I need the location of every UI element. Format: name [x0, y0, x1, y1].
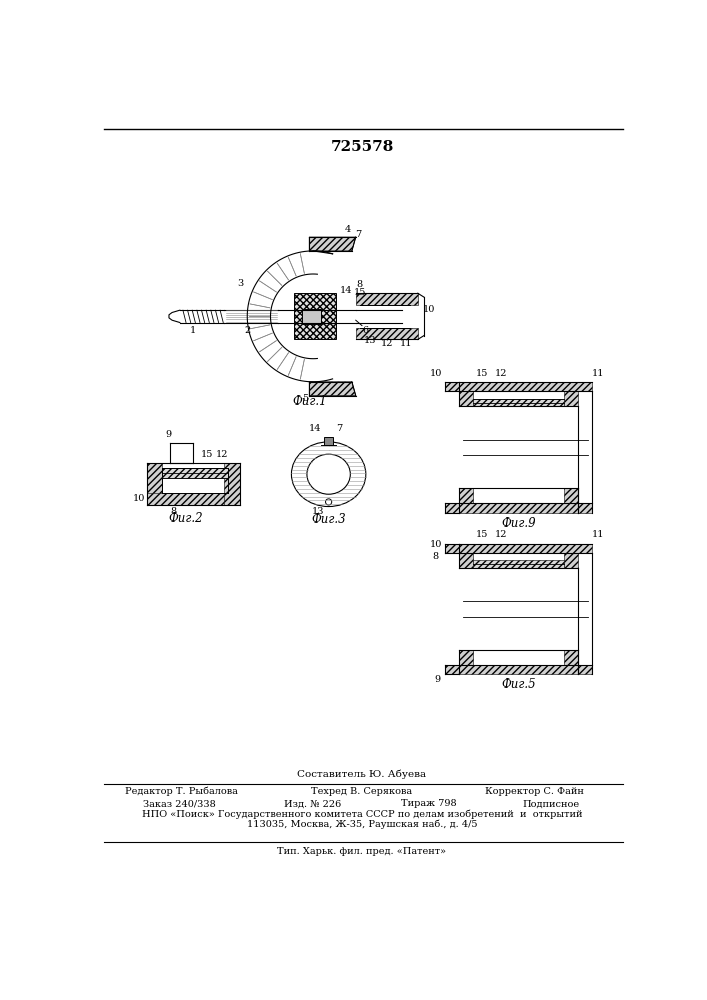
Bar [564, 650, 578, 665]
Text: 12: 12 [495, 369, 508, 378]
Text: 10: 10 [429, 369, 442, 378]
Text: 11: 11 [592, 530, 604, 539]
Bar [162, 468, 228, 478]
Bar [356, 293, 418, 305]
Bar [473, 560, 564, 568]
Circle shape [325, 499, 332, 505]
Text: Фиг.5: Фиг.5 [501, 678, 536, 691]
Text: 4: 4 [345, 225, 351, 234]
Ellipse shape [291, 442, 366, 507]
Text: Корректор С. Файн: Корректор С. Файн [484, 787, 583, 796]
Text: 13: 13 [312, 507, 324, 516]
Text: 6: 6 [362, 326, 368, 335]
Text: Фиг.1: Фиг.1 [292, 395, 327, 408]
Bar [445, 665, 592, 674]
Bar [459, 553, 473, 568]
Text: 8: 8 [433, 552, 438, 561]
Text: 11: 11 [592, 369, 604, 378]
Text: 8: 8 [170, 507, 177, 516]
Text: 3: 3 [237, 279, 243, 288]
Text: 12: 12 [216, 450, 228, 459]
Text: 8: 8 [356, 280, 363, 289]
Bar [146, 493, 240, 505]
Text: 725578: 725578 [330, 140, 394, 154]
Text: Фиг.3: Фиг.3 [311, 513, 346, 526]
Text: Редактор Т. Рыбалова: Редактор Т. Рыбалова [125, 787, 238, 796]
Text: 11: 11 [400, 339, 412, 348]
Text: 10: 10 [423, 306, 436, 314]
Text: Заказ 240/338: Заказ 240/338 [143, 799, 216, 808]
Text: 12: 12 [495, 530, 508, 539]
Text: 14: 14 [308, 424, 321, 433]
Ellipse shape [307, 454, 351, 494]
Text: 14: 14 [340, 286, 353, 295]
Text: 13: 13 [363, 336, 376, 345]
Text: 113035, Москва, Ж-35, Раушская наб., д. 4/5: 113035, Москва, Ж-35, Раушская наб., д. … [247, 820, 477, 829]
Text: 9: 9 [165, 430, 171, 439]
Bar [445, 503, 592, 513]
Bar [445, 382, 592, 391]
Bar [146, 463, 162, 505]
Text: НПО «Поиск» Государственного комитета СССР по делам изобретений  и  открытий: НПО «Поиск» Государственного комитета СС… [141, 810, 582, 819]
Text: Тип. Харьк. фил. пред. «Патент»: Тип. Харьк. фил. пред. «Патент» [277, 847, 446, 856]
Text: 9: 9 [434, 675, 440, 684]
Polygon shape [309, 237, 356, 251]
Text: 7: 7 [337, 424, 343, 433]
Text: 15: 15 [476, 530, 489, 539]
Text: Составитель Ю. Абуева: Составитель Ю. Абуева [298, 770, 426, 779]
Text: 7: 7 [355, 230, 361, 239]
Text: 12: 12 [380, 339, 393, 348]
Bar [564, 553, 578, 568]
Text: 15: 15 [201, 450, 213, 459]
Bar [473, 399, 564, 406]
Polygon shape [309, 382, 356, 396]
Bar [564, 488, 578, 503]
Text: Техред В. Серякова: Техред В. Серякова [311, 787, 412, 796]
Bar [445, 544, 592, 553]
Bar [224, 463, 240, 505]
Text: Тираж 798: Тираж 798 [401, 799, 456, 808]
Bar [459, 650, 473, 665]
Text: 2: 2 [244, 326, 250, 335]
Text: 15: 15 [476, 369, 489, 378]
Bar [356, 328, 418, 339]
Bar [293, 293, 337, 339]
Bar [324, 437, 333, 445]
Bar [459, 488, 473, 503]
Text: 15: 15 [354, 288, 366, 297]
Text: Изд. № 226: Изд. № 226 [284, 799, 341, 808]
Text: Подписное: Подписное [522, 799, 580, 808]
Bar [301, 309, 321, 324]
Text: 10: 10 [429, 540, 442, 549]
Text: 1: 1 [190, 326, 196, 335]
Text: Фиг.9: Фиг.9 [501, 517, 536, 530]
Text: Фиг.2: Фиг.2 [168, 512, 203, 525]
Text: 10: 10 [133, 494, 145, 503]
Bar [459, 391, 473, 406]
Bar [564, 391, 578, 406]
Text: 5: 5 [303, 394, 308, 403]
